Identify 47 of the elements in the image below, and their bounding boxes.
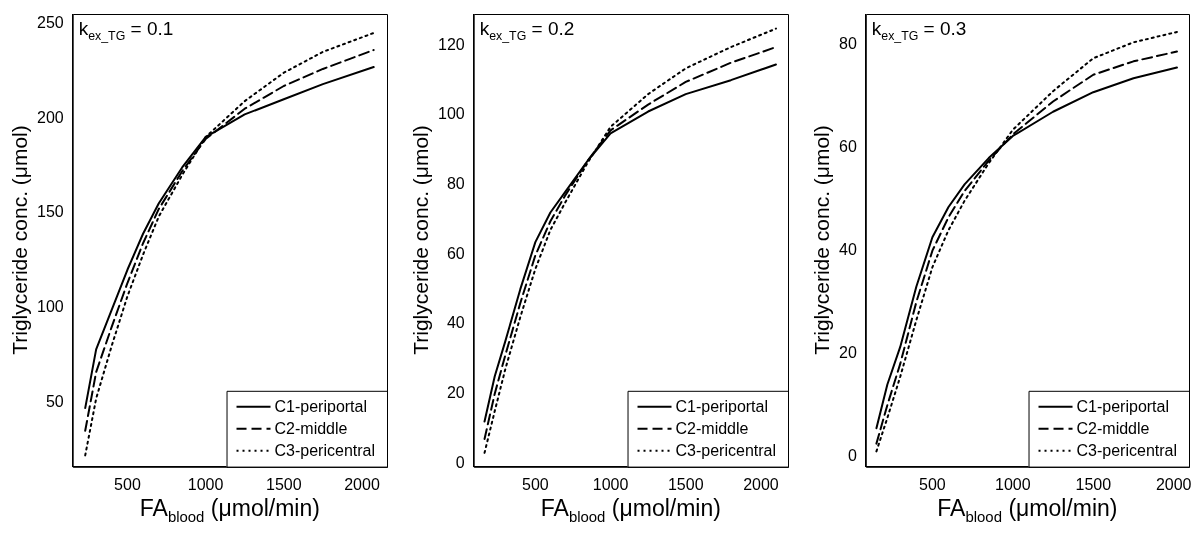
y-tick-label: 0 bbox=[847, 446, 857, 464]
y-tick-label: 120 bbox=[437, 35, 465, 53]
x-axis-title: FA$_{blood}$ (μmol/min) bbox=[937, 494, 1118, 525]
y-tick-label: 60 bbox=[839, 138, 857, 156]
x-tick-label: 1000 bbox=[592, 475, 629, 493]
y-tick-label: 250 bbox=[36, 13, 64, 31]
legend-label: C1-periportal bbox=[274, 398, 367, 416]
y-tick-label: 60 bbox=[446, 244, 465, 262]
legend-label: C3-pericentral bbox=[1076, 442, 1177, 460]
y-tick-label: 40 bbox=[839, 241, 857, 259]
x-tick-label: 2000 bbox=[1155, 475, 1192, 493]
y-tick-label: 0 bbox=[455, 453, 465, 471]
y-axis-title: Triglyceride conc. (μmol) bbox=[8, 125, 32, 356]
x-tick-label: 1500 bbox=[266, 475, 302, 493]
y-tick-label: 200 bbox=[36, 108, 64, 126]
x-tick-label: 1000 bbox=[995, 475, 1031, 493]
legend-label: C2-middle bbox=[274, 420, 348, 438]
legend-label: C1-periportal bbox=[1076, 398, 1169, 416]
annotation: k$_{ex_TG}$ = 0.2 bbox=[479, 18, 575, 43]
x-tick-label: 2000 bbox=[344, 475, 380, 493]
annotation: k$_{ex_TG}$ = 0.3 bbox=[871, 18, 967, 43]
y-tick-label: 80 bbox=[839, 35, 857, 53]
x-tick-label: 1500 bbox=[1075, 475, 1112, 493]
legend-label: C3-pericentral bbox=[274, 442, 375, 460]
x-tick-label: 500 bbox=[522, 475, 549, 493]
legend-label: C2-middle bbox=[1076, 420, 1150, 438]
y-tick-label: 20 bbox=[839, 344, 857, 362]
y-tick-label: 100 bbox=[36, 298, 64, 316]
y-axis-title: Triglyceride conc. (μmol) bbox=[810, 125, 834, 356]
y-tick-label: 80 bbox=[446, 175, 465, 193]
legend-label: C1-periportal bbox=[675, 398, 768, 416]
y-tick-label: 20 bbox=[446, 384, 465, 402]
legend-label: C3-pericentral bbox=[675, 442, 776, 460]
x-tick-label: 1000 bbox=[187, 475, 224, 493]
x-axis-title: FA$_{blood}$ (μmol/min) bbox=[139, 494, 320, 525]
y-tick-label: 150 bbox=[36, 203, 64, 221]
y-axis-title: Triglyceride conc. (μmol) bbox=[409, 125, 433, 356]
x-tick-label: 2000 bbox=[743, 475, 779, 493]
legend-label: C2-middle bbox=[675, 420, 749, 438]
y-tick-label: 100 bbox=[437, 105, 465, 123]
x-axis-title: FA$_{blood}$ (μmol/min) bbox=[540, 494, 721, 525]
x-tick-label: 500 bbox=[114, 475, 141, 493]
x-tick-label: 500 bbox=[919, 475, 946, 493]
annotation: k$_{ex_TG}$ = 0.1 bbox=[78, 18, 174, 43]
y-tick-label: 50 bbox=[45, 392, 64, 410]
x-tick-label: 1500 bbox=[667, 475, 704, 493]
y-tick-label: 40 bbox=[446, 314, 465, 332]
